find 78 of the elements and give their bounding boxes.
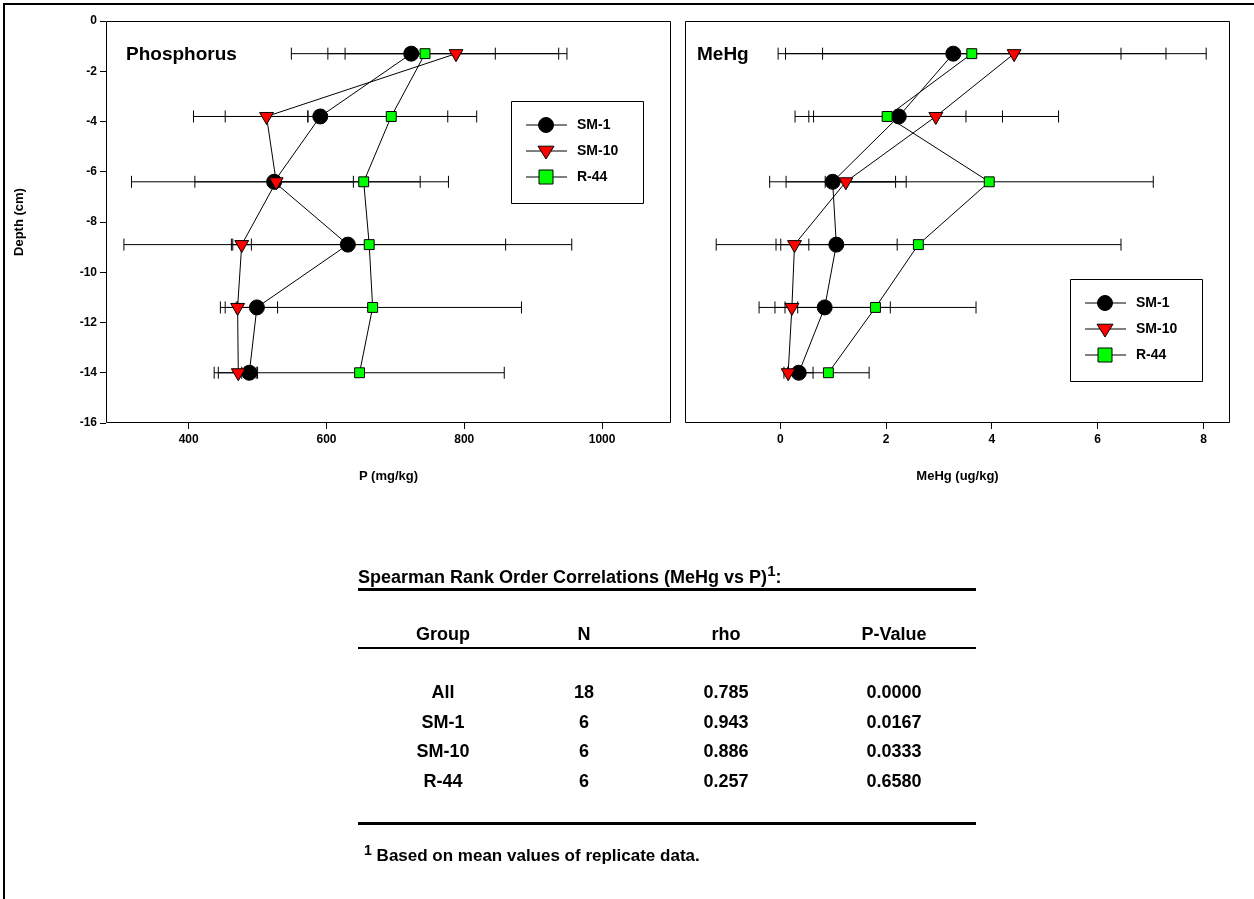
text: 0.0333	[866, 740, 922, 761]
category-label: N	[576, 623, 592, 645]
point	[268, 177, 284, 191]
point	[945, 45, 962, 62]
point	[983, 176, 995, 188]
x-tick-label: 2	[882, 431, 890, 446]
category-label: SM-10	[416, 740, 470, 761]
point	[824, 173, 841, 190]
point	[230, 302, 246, 316]
legend-label: SM-1	[1136, 293, 1170, 310]
point	[838, 177, 854, 191]
text: Spearman Rank Order Correlations (MeHg vs P)$^{1}$:	[358, 562, 782, 588]
y-tick-label: -10	[79, 264, 98, 279]
x-tick-label: 400	[178, 431, 200, 446]
legend-label: R-44	[577, 167, 608, 184]
x-tick-label: 600	[316, 431, 337, 446]
legend-label: R-44	[1136, 345, 1167, 362]
legend-label: SM-10	[1136, 319, 1178, 336]
y-axis-title: Depth (cm)	[11, 188, 27, 256]
point	[403, 45, 420, 62]
point	[248, 299, 265, 316]
point	[358, 176, 370, 188]
text: $^{1}$ Based on mean values of replicate data.	[364, 841, 700, 867]
category-label: SM-1	[421, 711, 465, 731]
x-tick-label: 4	[988, 431, 996, 446]
x-tick-label: 800	[454, 431, 475, 446]
point	[816, 299, 833, 316]
x-axis-title: MeHg (ug/kg)	[916, 467, 999, 483]
text: 6	[578, 740, 589, 761]
y-tick-label: -8	[86, 214, 98, 229]
text: 0.6580	[866, 770, 922, 790]
y-tick-label: -14	[79, 365, 98, 380]
legend-label: SM-1	[577, 115, 611, 132]
point	[966, 48, 978, 60]
text: 0.785	[703, 681, 749, 702]
text: 0.0167	[866, 711, 922, 731]
point	[448, 49, 464, 63]
text: 6	[578, 711, 589, 731]
text: 0.257	[703, 770, 749, 790]
point	[354, 367, 366, 379]
legend-label: SM-10	[577, 141, 619, 158]
x-tick-label: 1000	[588, 431, 616, 446]
text: MeHg	[697, 43, 749, 65]
text: Phosphorus	[126, 43, 237, 65]
y-tick-label: -2	[86, 63, 98, 78]
text: 6	[578, 770, 589, 790]
point	[385, 111, 397, 122]
category-label: R-44	[423, 770, 463, 790]
point	[928, 111, 944, 125]
point	[339, 236, 356, 253]
text: 0.0000	[866, 681, 922, 702]
category-label: P-Value	[860, 623, 928, 645]
text: 0.943	[703, 711, 749, 731]
x-tick-label: 8	[1200, 431, 1208, 446]
point	[367, 301, 379, 313]
text: 18	[573, 681, 595, 702]
point	[1006, 49, 1022, 63]
y-tick-label: -16	[79, 415, 98, 430]
x-tick-label: 0	[776, 431, 784, 446]
point	[870, 301, 881, 313]
point	[822, 367, 834, 379]
point	[881, 111, 893, 122]
category-label: Group	[415, 623, 471, 645]
y-tick-label: -4	[86, 113, 98, 128]
point	[419, 48, 431, 60]
category-label: All	[431, 681, 455, 702]
point	[912, 239, 924, 251]
point	[828, 236, 845, 253]
y-tick-label: -6	[86, 164, 98, 179]
y-tick-label: 0	[90, 13, 98, 28]
point	[259, 111, 274, 125]
category-label: rho	[710, 623, 742, 645]
point	[312, 108, 329, 125]
text: 0.886	[703, 740, 749, 761]
y-tick-label: -12	[79, 314, 98, 329]
x-axis-title: P (mg/kg)	[359, 467, 418, 483]
point	[363, 239, 375, 251]
x-tick-label: 6	[1094, 431, 1102, 446]
